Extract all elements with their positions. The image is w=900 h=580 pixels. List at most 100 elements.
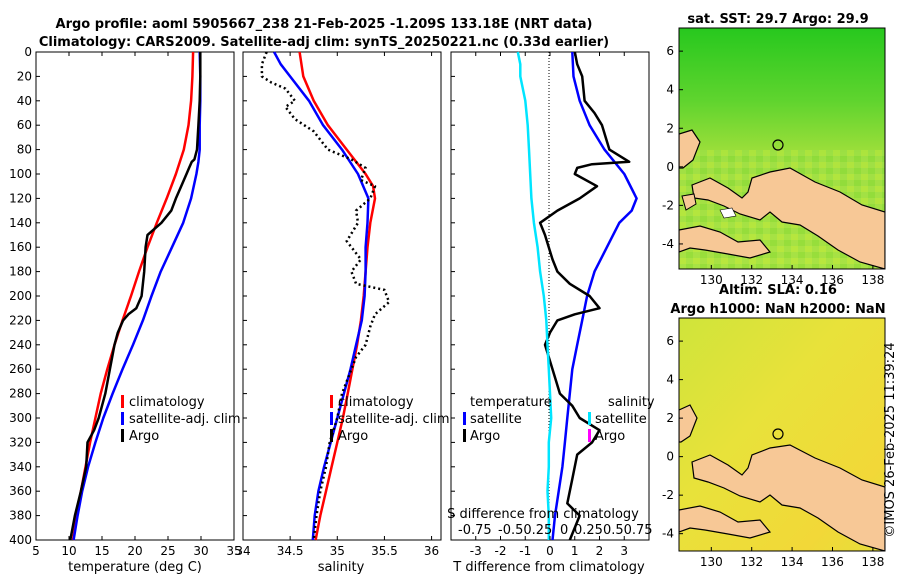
x-tick-label: -2: [495, 544, 507, 558]
y-tick-label: 380: [9, 509, 32, 523]
sst-x-ticks: 130 132 134 136 138: [700, 265, 884, 287]
x-tick-label: 0: [546, 544, 554, 558]
y-tick-label: 340: [9, 460, 32, 474]
temperature-series: [69, 51, 202, 541]
map-y-tick-label: -2: [662, 488, 674, 502]
sst-land-new-guinea: [691, 167, 885, 269]
x-tick-label: 3: [620, 544, 628, 558]
series-t-argo: [538, 51, 631, 541]
y-tick-label: 220: [9, 313, 32, 327]
legend-swatch-climatology-s: [330, 395, 333, 408]
difference-xlabel: T difference from climatology: [452, 560, 645, 575]
y-tick-label: 120: [9, 191, 32, 205]
map-x-tick-label: 138: [861, 273, 884, 287]
temperature-panel: 5 10 15 20 25 30 35 0 20 40 60 80 100 120 140 160 180 20…: [9, 45, 242, 575]
sla-land-seram: [679, 505, 772, 539]
series-argo: [69, 52, 202, 541]
salinity-xlabel: salinity: [318, 560, 365, 575]
sla-map-frame: [678, 317, 886, 552]
salinity-series: [243, 51, 391, 541]
sst-y-ticks: 6 4 2 0 -2 -4: [662, 44, 683, 251]
legend-swatch-satellite-s: [330, 412, 333, 425]
map-x-tick-label: 134: [781, 555, 804, 569]
imos-credit: ©IMOS 26-Feb-2025 11:39:24: [883, 342, 898, 537]
series-satellite-adj-clim: [72, 51, 202, 541]
sla-y-ticks: 6 4 2 0 -2 -4: [662, 334, 683, 541]
x-tick-label: 20: [127, 544, 142, 558]
temperature-axes-frame: [35, 51, 235, 541]
x-tick-label: 1: [571, 544, 579, 558]
x-tick-label: 15: [94, 544, 109, 558]
s-difference-label: S difference from climatology: [447, 507, 639, 522]
legend-swatch-t-satellite: [463, 412, 466, 425]
legend-swatch-satellite: [121, 412, 124, 425]
legend-salinity-header: salinity: [608, 395, 655, 410]
legend-argo-s: Argo: [338, 429, 368, 444]
temperature-x-ticks: 5 10 15 20 25 30 35: [32, 52, 242, 558]
x-tick-label: 5: [32, 544, 40, 558]
map-x-tick-label: 138: [861, 555, 884, 569]
legend-satellite-s: satellite-adj. clim: [338, 412, 450, 427]
y-tick-label: 200: [9, 289, 32, 303]
s-tick-left: -0.75: [458, 523, 492, 538]
legend-climatology-s: climatology: [338, 395, 414, 410]
series-argo: [260, 51, 391, 541]
series-t-satellite: [551, 51, 638, 541]
legend-swatch-climatology: [121, 395, 124, 408]
legend-swatch-s-satellite: [588, 412, 591, 425]
series-satellite-adj-clim: [273, 51, 370, 541]
sla-argo-marker: [772, 428, 784, 440]
salinity-axes-frame: [242, 51, 442, 541]
x-tick-label: 36: [424, 544, 439, 558]
sst-map-title: sat. SST: 29.7 Argo: 29.9: [687, 12, 868, 27]
map-y-tick-label: 0: [666, 450, 674, 464]
x-tick-label: 10: [61, 544, 76, 558]
sst-cloud-gap: [719, 207, 737, 219]
x-tick-label: 30: [193, 544, 208, 558]
map-y-tick-label: 4: [666, 83, 674, 97]
depth-y-ticks: 0 20 40 60 80 100 120 140 160 180 200 220 240 260 280 3…: [9, 45, 40, 547]
legend-climatology: climatology: [129, 395, 205, 410]
sst-land-seram: [679, 225, 772, 259]
series-s-satellite: [516, 51, 553, 540]
x-tick-label: 2: [596, 544, 604, 558]
s-tick-right: 0.250.50.75: [574, 523, 653, 538]
title-line-1: Argo profile: aoml 5905667_238 21-Feb-20…: [56, 17, 593, 32]
x-tick-label: 34.5: [277, 544, 304, 558]
temperature-xlabel: temperature (deg C): [68, 560, 202, 575]
sla-map-title-1: Altim. SLA: 0.16: [719, 283, 837, 298]
salinity-panel: 34 34.5 35 35.5 36 salinity climatology sate…: [235, 51, 450, 575]
legend-swatch-t-argo: [463, 429, 466, 442]
map-y-tick-label: 2: [666, 411, 674, 425]
legend-swatch-argo: [121, 429, 124, 442]
sla-map-title-2: Argo h1000: NaN h2000: NaN: [670, 302, 885, 317]
y-tick-label: 100: [9, 167, 32, 181]
s-tick-mid: 0: [560, 523, 568, 538]
sla-land-new-guinea: [691, 444, 885, 551]
salinity-x-ticks: 34 34.5 35 35.5 36: [235, 52, 439, 558]
s-tick-mid-left: -0.50.25: [498, 523, 552, 538]
map-y-tick-label: -4: [662, 527, 674, 541]
difference-x-ticks: -3 -2 -1 0 1 2 3: [470, 52, 628, 558]
map-y-tick-label: 4: [666, 373, 674, 387]
y-tick-label: 180: [9, 265, 32, 279]
legend-swatch-argo-s: [330, 429, 333, 442]
difference-panel: -3 -2 -1 0 1 2 3 T difference from climatology…: [447, 51, 655, 575]
y-tick-label: 260: [9, 362, 32, 376]
map-x-tick-label: 136: [821, 273, 844, 287]
y-tick-label: 280: [9, 387, 32, 401]
y-tick-label: 360: [9, 484, 32, 498]
legend-s-argo: Argo: [595, 429, 625, 444]
title-line-2: Climatology: CARS2009. Satellite-adj cli…: [39, 35, 609, 50]
y-tick-label: 20: [17, 69, 32, 83]
x-tick-label: 35: [330, 544, 345, 558]
legend-s-satellite: satellite: [595, 412, 647, 427]
x-tick-label: -3: [470, 544, 482, 558]
x-tick-label: -1: [519, 544, 531, 558]
x-tick-label: 35: [226, 544, 241, 558]
legend-t-argo: Argo: [470, 429, 500, 444]
map-y-tick-label: 6: [666, 334, 674, 348]
y-tick-label: 80: [17, 143, 32, 157]
legend-temperature-header: temperature: [470, 395, 552, 410]
